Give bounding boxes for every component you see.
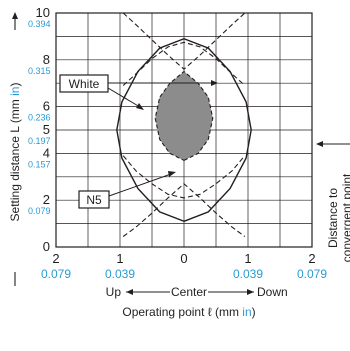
white-leader-1-head [211, 80, 218, 86]
direction-center-label: Center [171, 285, 207, 299]
x-axis-title: Operating point ℓ (mm in) [122, 305, 255, 319]
convergent-point-annotation: Distance to convergent point [316, 141, 350, 262]
plot-area-border [55, 12, 313, 248]
x-axis-title-unit: in [242, 305, 251, 319]
y-tick-label: 0 [43, 239, 50, 254]
x-tick-label-inch: 0.079 [297, 267, 327, 281]
convergent-text-group: Distance to convergent point [326, 173, 350, 262]
y-axis-title-suffix: ) [8, 83, 22, 87]
white-callout: White [59, 74, 218, 110]
series-n5 [154, 70, 214, 162]
y-axis-title: Setting distance L (mm in) [8, 83, 22, 222]
white-label: White [69, 77, 100, 91]
n5-label: N5 [86, 193, 102, 207]
guide-curve-0 [122, 12, 246, 70]
y-tick-labels: 0 20.079 40.157 50.197 60.236 80.315 100.394 [28, 5, 51, 254]
y-tick-label: 2 [43, 192, 50, 207]
series-white [116, 37, 252, 223]
convergent-text-1: Distance to [326, 188, 340, 248]
y-tick-label-inch: 0.236 [28, 113, 51, 123]
y-tick-label-inch: 0.197 [28, 136, 51, 146]
y-axis-title-group: Setting distance L (mm in) [8, 12, 22, 286]
n5-leader-head [168, 171, 176, 177]
white-leader-2-head [136, 103, 144, 110]
plot-frame [55, 12, 313, 248]
y-tick-label-inch: 0.315 [28, 66, 51, 76]
x-tick-label: 2 [52, 251, 59, 266]
convergent-text-2: convergent point [340, 173, 350, 262]
y-tick-label: 4 [43, 145, 50, 160]
x-tick-label: 2 [308, 251, 315, 266]
white-leader-2 [107, 87, 141, 108]
y-axis-title-unit: in [8, 87, 22, 96]
up-arrow-head [126, 289, 133, 295]
y-axis-title-prefix: Setting distance L (mm [8, 96, 22, 222]
y-axis-arrow-head [12, 12, 18, 19]
direction-indicator: Up Center Down [106, 285, 288, 299]
x-tick-label: 1 [244, 251, 251, 266]
x-tick-label: 1 [116, 251, 123, 266]
x-axis-title-prefix: Operating point ℓ (mm [122, 305, 242, 319]
direction-down-label: Down [257, 285, 288, 299]
guide-curve-2 [122, 183, 246, 237]
series-layer [116, 37, 252, 223]
y-tick-label-inch: 0.394 [28, 19, 51, 29]
y-tick-label-inch: 0.157 [28, 159, 51, 169]
convergent-arrow-head [316, 141, 323, 147]
n5-leader [108, 173, 172, 197]
y-tick-label: 8 [43, 52, 50, 67]
direction-up-label: Up [106, 285, 122, 299]
y-tick-label: 6 [43, 99, 50, 114]
n5-callout: N5 [78, 171, 176, 209]
x-tick-label-inch: 0.079 [41, 267, 71, 281]
x-tick-label-inch: 0.039 [233, 267, 263, 281]
y-tick-label: 10 [36, 5, 50, 20]
x-axis-title-suffix: ) [252, 305, 256, 319]
n5-label-box [78, 190, 110, 209]
guide-curve-3 [122, 155, 246, 199]
down-arrow-head [247, 289, 254, 295]
y-tick-label: 5 [43, 122, 50, 137]
y-tick-label-inch: 0.079 [28, 206, 51, 216]
x-tick-label: 0 [180, 251, 187, 266]
x-tick-label-inch: 0.039 [105, 267, 135, 281]
